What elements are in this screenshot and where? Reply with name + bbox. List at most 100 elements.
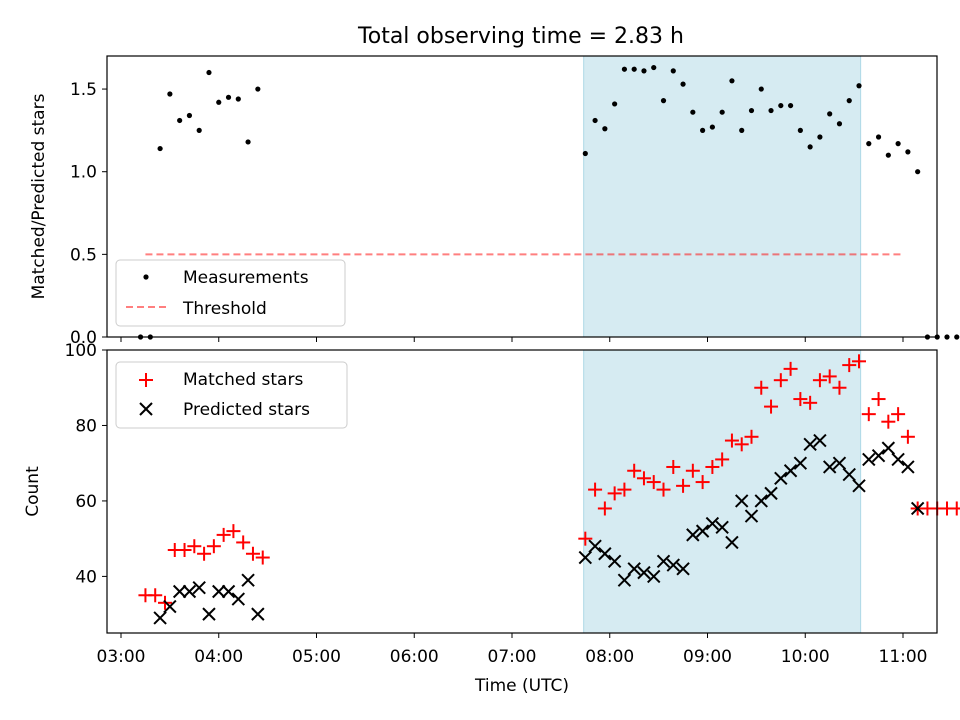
- measurement-point: [954, 334, 960, 340]
- count-y-tick-label: 80: [75, 416, 97, 436]
- measurement-point: [758, 86, 764, 92]
- measurement-point: [157, 145, 163, 152]
- predicted-star-point: [881, 441, 896, 455]
- predicted-star-point: [842, 467, 856, 482]
- predicted-star-point: [617, 573, 632, 587]
- predicted-star-point: [192, 581, 206, 595]
- x-tick-label: 11:00: [879, 647, 928, 667]
- predicted-star-point: [735, 494, 749, 508]
- predicted-star-point: [153, 611, 167, 625]
- x-tick-label: 09:00: [683, 647, 732, 667]
- measurement-point: [817, 134, 823, 140]
- legend-matched-label: Matched stars: [183, 370, 303, 390]
- predicted-star-point: [637, 565, 651, 580]
- matched-star-point: [754, 380, 769, 395]
- matched-star-point: [197, 546, 212, 561]
- matched-star-point: [812, 373, 827, 388]
- measurement-point: [592, 117, 598, 124]
- x-tick-label: 03:00: [97, 647, 146, 667]
- predicted-star-point: [598, 547, 612, 561]
- matched-star-point: [685, 463, 700, 478]
- predicted-star-point: [852, 479, 866, 493]
- measurement-point: [778, 102, 784, 109]
- measurement-point: [709, 124, 715, 130]
- matched-star-point: [891, 407, 906, 422]
- legend-measurements-label: Measurements: [183, 268, 309, 288]
- predicted-star-point: [212, 584, 226, 599]
- x-axis-label: Time (UTC): [474, 676, 569, 696]
- measurement-point: [748, 107, 755, 114]
- predicted-star-point: [221, 584, 236, 599]
- measurement-point: [895, 141, 901, 147]
- matched-star-point: [578, 531, 593, 546]
- measurement-point: [856, 83, 862, 89]
- matched-star-point: [656, 482, 671, 497]
- matched-star-point: [607, 486, 622, 501]
- matched-star-point: [597, 501, 612, 516]
- matched-star-point: [773, 373, 788, 388]
- legend-threshold-label: Threshold: [182, 299, 267, 319]
- ratio-legend: Measurements Threshold: [115, 259, 346, 327]
- matched-star-point: [617, 482, 632, 497]
- predicted-star-point: [666, 558, 680, 572]
- predicted-star-point: [241, 573, 255, 587]
- matched-star-point: [236, 535, 251, 550]
- measurement-point: [255, 86, 261, 92]
- predicted-star-point: [231, 592, 246, 606]
- measurement-point: [206, 69, 212, 76]
- matched-star-point: [705, 459, 720, 474]
- predicted-star-point: [744, 509, 759, 523]
- matched-star-point: [695, 475, 710, 490]
- matched-star-point: [666, 459, 681, 474]
- measurement-point: [719, 109, 725, 115]
- predicted-star-point: [783, 464, 798, 478]
- measurement-point: [225, 94, 232, 100]
- count-legend: Matched stars Predicted stars: [115, 361, 348, 429]
- x-tick-label: 05:00: [292, 647, 341, 667]
- measurement-point: [167, 91, 173, 97]
- matched-star-point: [832, 380, 847, 395]
- ratio-panel: 0.0 0.5 1.0 1.5 Matched/Predicted stars Mea…: [29, 55, 960, 348]
- measurement-point: [641, 68, 647, 74]
- matched-star-point: [255, 550, 270, 565]
- measurement-point: [739, 127, 745, 133]
- predicted-star-point: [676, 562, 690, 576]
- measurement-point: [787, 102, 794, 109]
- measurement-point: [196, 127, 202, 133]
- measurement-point: [621, 66, 628, 72]
- measurement-point: [660, 98, 667, 104]
- legend-matched-marker: [139, 373, 153, 387]
- measurement-point: [680, 81, 686, 87]
- predicted-star-point: [754, 494, 768, 508]
- x-tick-label: 04:00: [194, 647, 243, 667]
- legend-predicted-marker: [139, 402, 153, 416]
- ratio-y-tick-label: 0.0: [70, 328, 97, 348]
- measurement-point: [836, 121, 843, 127]
- measurement-point: [235, 96, 241, 102]
- legend-predicted-label: Predicted stars: [183, 400, 310, 420]
- count-y-tick-label: 100: [65, 341, 97, 361]
- predicted-star-point: [705, 516, 720, 531]
- x-tick-label: 10:00: [781, 647, 830, 667]
- predicted-star-point: [725, 535, 739, 550]
- predicted-star-point: [813, 433, 827, 448]
- matched-star-point: [245, 546, 260, 561]
- matched-star-point: [187, 539, 202, 554]
- matched-star-point: [636, 471, 651, 486]
- matched-star-point: [588, 482, 603, 497]
- count-panel: 40 60 80 100 03:00 04:00 05:00 06:00 07:00 08:00 0…: [23, 341, 960, 696]
- measurement-point: [690, 109, 696, 115]
- measurement-point: [905, 149, 911, 155]
- predicted-star-point: [647, 569, 661, 584]
- matched-star-point: [871, 392, 886, 407]
- measurement-point: [602, 126, 608, 132]
- measurement-point: [846, 98, 852, 104]
- ratio-y-tick-label: 0.5: [70, 245, 97, 265]
- measurement-point: [807, 144, 813, 150]
- matched-star-point: [842, 358, 857, 373]
- matched-star-point: [148, 588, 163, 603]
- matched-star-point: [177, 542, 192, 557]
- predicted-star-point: [803, 437, 817, 452]
- measurement-point: [885, 152, 891, 158]
- predicted-star-point: [627, 562, 641, 576]
